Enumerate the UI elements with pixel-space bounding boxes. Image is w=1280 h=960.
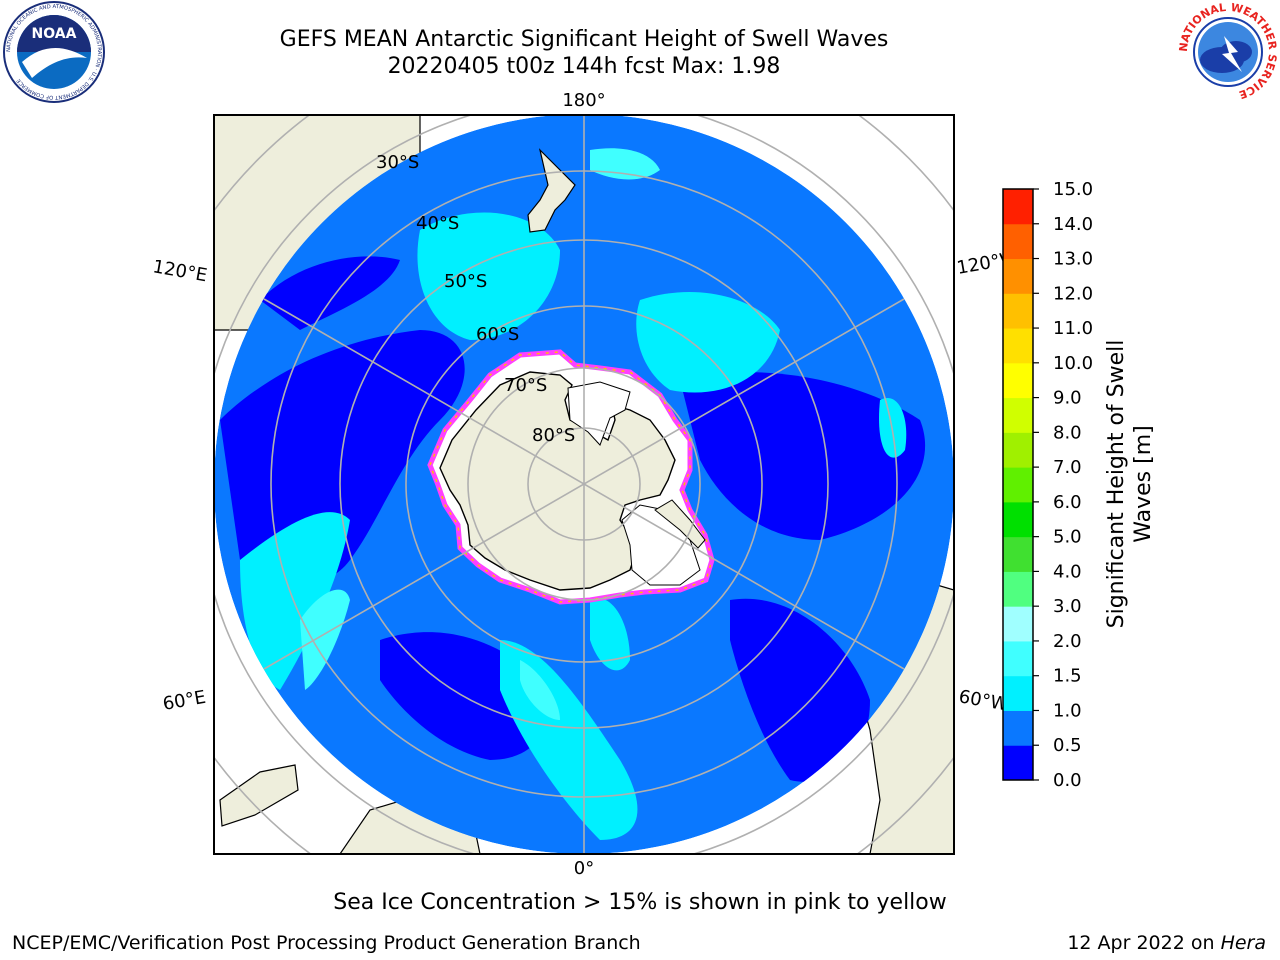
swell-region-low [730, 598, 870, 782]
colorbar-block [1003, 223, 1033, 260]
colorbar-block [1003, 189, 1033, 225]
graticule [214, 115, 954, 854]
lat-label-50S: 50°S [444, 271, 487, 292]
colorbar-block [1003, 328, 1033, 364]
lon-label-60W: 60°W [957, 686, 1010, 715]
colorbar-tick-label: 0.0 [1053, 770, 1082, 791]
sea-ice-fringe [429, 351, 713, 603]
colorbar-block [1003, 397, 1033, 433]
colorbar-block [1003, 675, 1033, 711]
sea-ice-caption: Sea Ice Concentration > 15% is shown in … [333, 890, 947, 915]
colorbar-frame [1002, 188, 1034, 781]
swell-region-mid [417, 212, 560, 340]
colorbar-tick-label: 11.0 [1053, 318, 1093, 339]
colorbar-block [1003, 293, 1033, 329]
colorbar-block [1003, 745, 1033, 781]
colorbar-tick-label: 13.0 [1053, 249, 1093, 270]
madagascar-land [219, 764, 299, 827]
colorbar-tick-label: 5.0 [1053, 527, 1082, 548]
colorbar-block [1003, 362, 1033, 399]
colorbar-block [1003, 640, 1033, 677]
antarctic-peninsula [654, 499, 706, 549]
colorbar-block [1003, 258, 1033, 294]
nws-logo: NATIONAL WEATHER SERVICE [1177, 1, 1279, 102]
noaa-logo-text: NOAA [32, 26, 77, 42]
colorbar-tick-label: 15.0 [1053, 179, 1093, 200]
colorbar-block [1003, 432, 1033, 468]
lon-label-120E: 120°E [151, 256, 209, 286]
swell-region-low [260, 256, 400, 330]
footer-date: 12 Apr 2022 on Hera [1067, 932, 1266, 954]
colorbar-tick-label: 6.0 [1053, 492, 1082, 513]
colorbar-block [1003, 536, 1033, 572]
colorbar-tick-label: 1.0 [1053, 700, 1082, 721]
noaa-logo: NOAA NATIONAL OCEANIC AND ATMOSPHERIC AD… [3, 1, 105, 103]
colorbar-label-line1: Significant Height of Swell [1104, 340, 1129, 629]
swell-region-low [680, 372, 926, 540]
colorbar-tick-label: 8.0 [1053, 422, 1082, 443]
colorbar-tick-label: 3.0 [1053, 596, 1082, 617]
swell-region-mid [636, 291, 780, 393]
lon-label-top: 180° [562, 90, 605, 111]
chart-subtitle: 20220405 t00z 144h fcst Max: 1.98 [387, 54, 781, 79]
swell-region-low [220, 330, 465, 584]
lat-label-30S: 30°S [376, 152, 419, 173]
colorbar-tick-label: 2.0 [1053, 631, 1082, 652]
colorbar-block [1003, 467, 1033, 503]
colorbar-tick-label: 1.5 [1053, 666, 1082, 687]
lat-label-70S: 70°S [504, 375, 547, 396]
colorbar-tick-label: 7.0 [1053, 457, 1082, 478]
antarctica-land [439, 371, 676, 591]
swell-region-high [300, 589, 350, 690]
lat-label-80S: 80°S [532, 425, 575, 446]
weddell-ice-shelf [621, 504, 701, 586]
lon-label-bottom: 0° [574, 858, 594, 879]
colorbar-tick-label: 14.0 [1053, 214, 1093, 235]
swell-region-high [520, 660, 560, 720]
map-area[interactable] [124, 24, 1044, 944]
footer-organization: NCEP/EMC/Verification Post Processing Pr… [12, 932, 641, 954]
colorbar-tick-label: 12.0 [1053, 283, 1093, 304]
colorbar-block [1003, 501, 1033, 538]
colorbar-tick-label: 4.0 [1053, 561, 1082, 582]
chart-title: GEFS MEAN Antarctic Significant Height o… [279, 27, 889, 52]
colorbar-label-line2: Waves [m] [1131, 425, 1156, 542]
colorbar-block [1003, 710, 1033, 746]
colorbar-tick-label: 0.5 [1053, 735, 1082, 756]
lat-label-60S: 60°S [476, 324, 519, 345]
swell-region-mid [590, 598, 630, 671]
meridian-60E-120W [263, 298, 905, 670]
colorbar-tick-label: 10.0 [1053, 353, 1093, 374]
colorbar-block [1003, 571, 1033, 607]
new-zealand-land [527, 148, 576, 233]
swell-region-mid [240, 512, 350, 690]
lat-label-40S: 40°S [416, 213, 459, 234]
footer-date-text: 12 Apr 2022 on [1067, 932, 1221, 954]
map-frame [213, 114, 955, 855]
colorbar: 0.0 0.5 1.0 1.5 2.0 3.0 4.0 5.0 6.0 7.0 8.0 9.0 10.0… [1002, 179, 1156, 791]
lon-label-60E: 60°E [161, 687, 207, 715]
footer-host: Hera [1220, 932, 1266, 954]
colorbar-tick-label: 9.0 [1053, 388, 1082, 409]
colorbar-block [1003, 606, 1033, 642]
